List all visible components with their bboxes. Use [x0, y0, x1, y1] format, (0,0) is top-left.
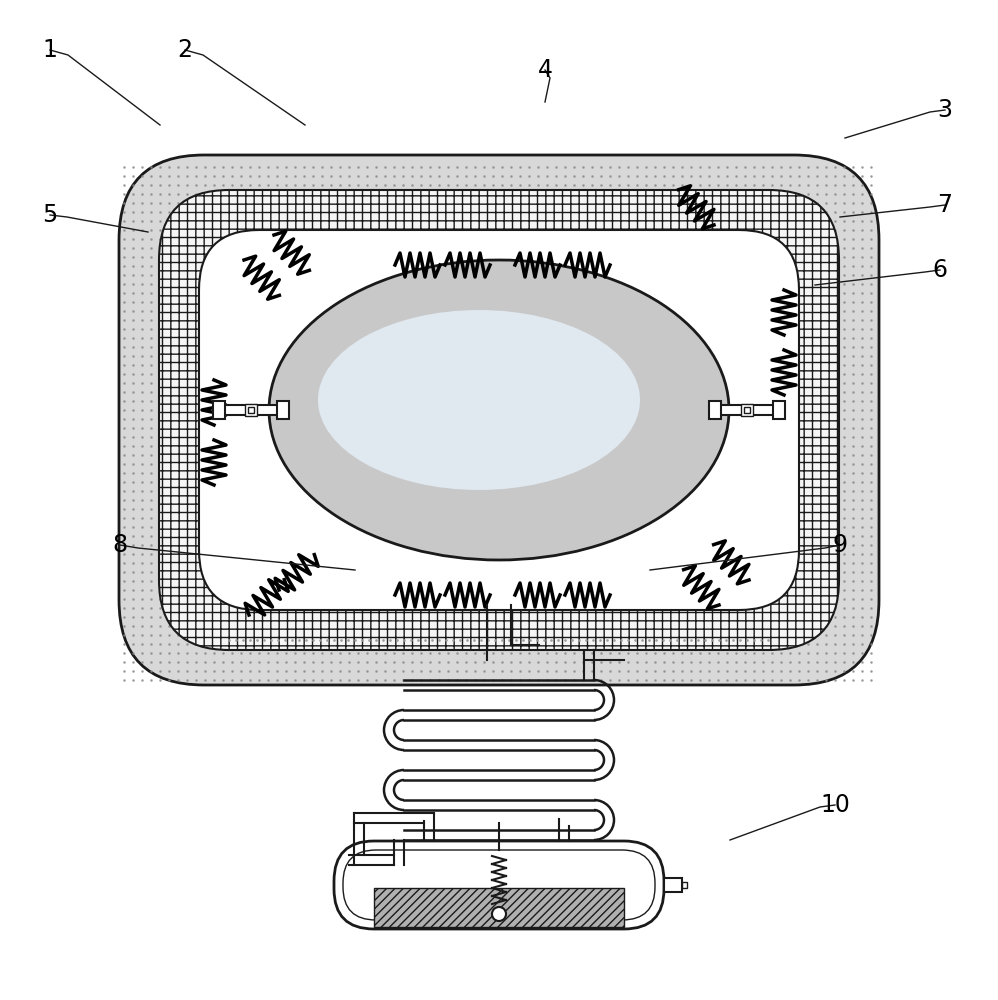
Text: 8: 8: [113, 533, 128, 557]
Bar: [664, 878, 682, 892]
Ellipse shape: [318, 310, 640, 490]
Bar: [223, 405, 279, 415]
Bar: [773, 401, 785, 419]
FancyBboxPatch shape: [343, 850, 655, 920]
FancyBboxPatch shape: [334, 841, 664, 929]
Bar: [248, 407, 254, 413]
Bar: [245, 404, 257, 416]
Text: 6: 6: [932, 258, 947, 282]
Text: 5: 5: [42, 203, 58, 227]
Text: 1: 1: [43, 38, 58, 62]
Text: 9: 9: [832, 533, 847, 557]
Bar: [741, 404, 753, 416]
Text: 4: 4: [538, 58, 553, 82]
Text: 3: 3: [937, 98, 952, 122]
Bar: [709, 401, 721, 419]
FancyBboxPatch shape: [199, 230, 799, 610]
Text: 7: 7: [937, 193, 952, 217]
FancyBboxPatch shape: [119, 155, 879, 685]
Text: 10: 10: [820, 793, 850, 817]
FancyBboxPatch shape: [159, 190, 839, 650]
Bar: [374, 888, 624, 927]
Ellipse shape: [269, 260, 729, 560]
Text: 2: 2: [178, 38, 193, 62]
Bar: [744, 407, 750, 413]
Bar: [719, 405, 775, 415]
Bar: [213, 401, 225, 419]
Bar: [277, 401, 289, 419]
Ellipse shape: [492, 907, 506, 921]
Bar: [682, 882, 687, 888]
